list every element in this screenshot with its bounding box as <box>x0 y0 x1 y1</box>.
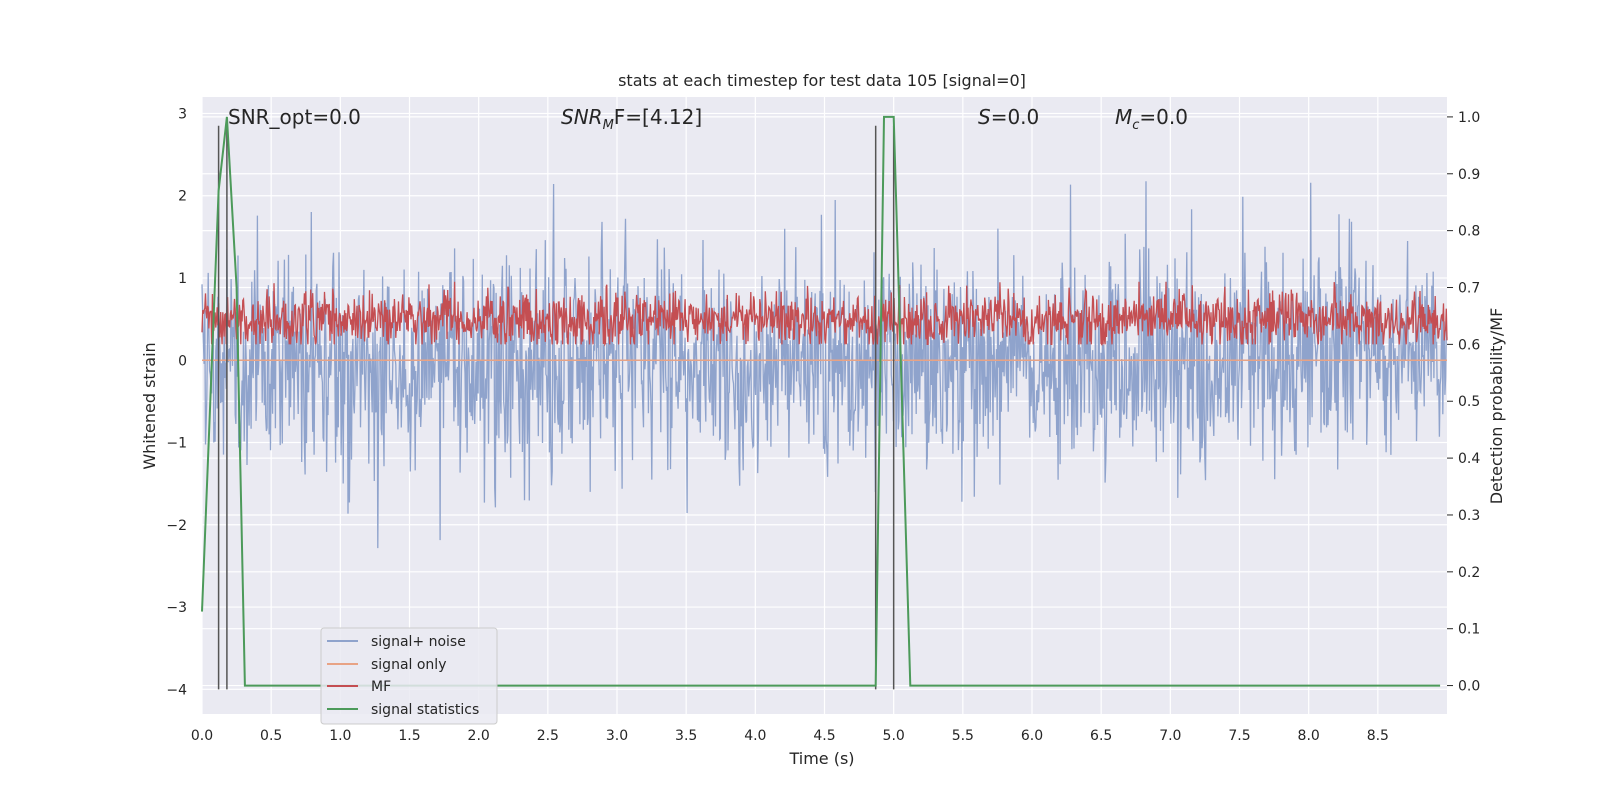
legend-label-signal-noise: signal+ noise <box>371 634 466 650</box>
x-tick-label: 4.0 <box>744 728 766 744</box>
x-tick-label: 1.0 <box>329 728 351 744</box>
x-tick-label: 6.0 <box>1021 728 1043 744</box>
x-tick-label: 2.5 <box>537 728 559 744</box>
x-tick-label: 3.5 <box>675 728 697 744</box>
annotation-snr-mf: SNRMF=[4.12] <box>561 105 702 133</box>
x-axis-label: Time (s) <box>788 749 854 768</box>
legend: signal+ noise signal only MF signal stat… <box>320 627 498 725</box>
x-tick-label: 0.5 <box>260 728 282 744</box>
y2-tick-label: 0.5 <box>1458 394 1480 410</box>
y-axis-ticks: 3 2 1 0 −1 −2 −3 −4 <box>166 106 187 698</box>
x-tick-label: 7.0 <box>1159 728 1181 744</box>
legend-label-signal-statistics: signal statistics <box>371 702 479 718</box>
y2-axis-ticks: 1.0 0.9 0.8 0.7 0.6 0.5 0.4 0.3 0.2 0.1 0.0 <box>1447 110 1480 695</box>
y-tick-label: 2 <box>178 189 187 205</box>
y-tick-label: 1 <box>178 271 187 287</box>
y2-tick-label: 0.8 <box>1458 224 1480 240</box>
legend-label-mf: MF <box>371 679 391 695</box>
y-tick-label: −2 <box>166 518 187 534</box>
y-tick-label: 0 <box>178 353 187 369</box>
y2-tick-label: 0.4 <box>1458 451 1480 467</box>
series-signal-noise <box>201 181 1448 549</box>
x-tick-label: 6.5 <box>1090 728 1112 744</box>
legend-box <box>320 627 498 725</box>
annotation-mc: Mc=0.0 <box>1115 105 1188 133</box>
y-tick-label: −1 <box>166 436 187 452</box>
y2-tick-label: 1.0 <box>1458 110 1480 126</box>
y2-tick-label: 0.1 <box>1458 622 1480 638</box>
y2-tick-label: 0.7 <box>1458 281 1480 297</box>
signal-noise-line <box>201 181 1448 549</box>
y-tick-label: −3 <box>166 600 187 616</box>
chart-title: stats at each timestep for test data 105… <box>618 71 1026 90</box>
x-tick-label: 0.0 <box>191 728 213 744</box>
mf-line <box>201 281 1448 347</box>
y2-tick-label: 0.9 <box>1458 167 1480 183</box>
legend-label-signal-only: signal only <box>371 657 446 673</box>
y2-tick-label: 0.2 <box>1458 565 1480 581</box>
x-tick-label: 8.0 <box>1298 728 1320 744</box>
y-axis-label: Whitened strain <box>140 342 159 469</box>
y2-axis-label: Detection probability/MF <box>1487 308 1506 505</box>
series-signal-statistics <box>201 115 1441 687</box>
y2-tick-label: 0.0 <box>1458 679 1480 695</box>
x-tick-label: 7.5 <box>1228 728 1250 744</box>
y-tick-label: 3 <box>178 106 187 122</box>
x-tick-label: 8.5 <box>1367 728 1389 744</box>
x-tick-label: 2.0 <box>468 728 490 744</box>
x-tick-label: 3.0 <box>606 728 628 744</box>
signal-statistics-line <box>201 115 1441 687</box>
y-tick-label: −4 <box>166 682 187 698</box>
annotation-snr-opt: SNR_opt=0.0 <box>228 105 361 129</box>
x-tick-label: 5.0 <box>883 728 905 744</box>
y2-tick-label: 0.6 <box>1458 337 1480 353</box>
x-axis-ticks: 0.0 0.5 1.0 1.5 2.0 2.5 3.0 3.5 4.0 4.5 5.0 5.5 6.0 6… <box>191 728 1389 744</box>
x-tick-label: 4.5 <box>813 728 835 744</box>
series-mf <box>201 281 1448 347</box>
x-tick-label: 5.5 <box>952 728 974 744</box>
x-tick-label: 1.5 <box>398 728 420 744</box>
annotation-s: S=0.0 <box>978 105 1039 129</box>
vertical-markers <box>217 125 895 690</box>
y2-tick-label: 0.3 <box>1458 508 1480 524</box>
